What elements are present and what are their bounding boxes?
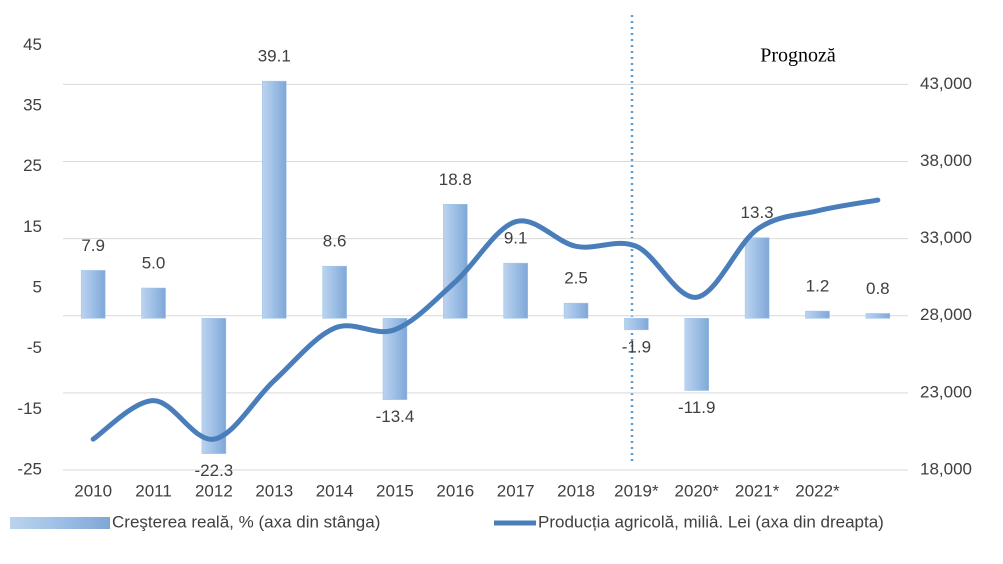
x-tick-label: 2011 xyxy=(135,481,172,500)
data-label: 2.5 xyxy=(564,269,588,288)
bar xyxy=(443,204,468,319)
bar xyxy=(201,318,227,454)
x-tick-label: 2020* xyxy=(675,481,720,500)
bar xyxy=(624,318,649,331)
data-label: 8.6 xyxy=(323,232,347,251)
bar xyxy=(80,270,106,319)
bar xyxy=(684,318,709,391)
x-tick-label: 2013 xyxy=(255,481,293,500)
x-tick-label: 2014 xyxy=(316,481,354,500)
legend-label: Creşterea reală, % (axa din stânga) xyxy=(112,512,380,531)
bar xyxy=(805,310,830,319)
y-tick-label: 45 xyxy=(23,35,42,54)
data-label: 18.8 xyxy=(439,170,472,189)
y-tick-label: -5 xyxy=(27,338,42,357)
bar xyxy=(865,313,891,319)
y-tick-label: 35 xyxy=(23,95,42,114)
legend-swatch xyxy=(10,517,110,529)
y-tick-label: -15 xyxy=(17,399,42,418)
line xyxy=(90,197,881,442)
y-tick-label: 25 xyxy=(23,156,42,175)
y2-tick-label: 23,000 xyxy=(920,382,972,401)
data-label: 13.3 xyxy=(741,203,774,222)
data-label: 1.2 xyxy=(806,277,830,296)
x-tick-label: 2015 xyxy=(376,481,414,500)
data-label: -1.9 xyxy=(622,337,651,356)
y2-tick-label: 38,000 xyxy=(920,151,972,170)
bar xyxy=(563,302,589,319)
y2-tick-label: 18,000 xyxy=(920,459,972,478)
y-tick-label: 15 xyxy=(23,217,42,236)
data-label: -22.3 xyxy=(195,461,234,480)
x-tick-label: 2016 xyxy=(436,481,474,500)
x-tick-label: 2019* xyxy=(614,481,659,500)
bar xyxy=(141,287,166,319)
data-label: -11.9 xyxy=(678,398,716,417)
y-tick-label: -25 xyxy=(17,459,42,478)
bar xyxy=(262,80,287,319)
x-tick-label: 2017 xyxy=(497,481,535,500)
bar xyxy=(322,265,347,319)
annotation: Prognoză xyxy=(760,45,836,67)
x-tick-label: 2022* xyxy=(795,481,840,500)
data-label: 9.1 xyxy=(504,229,528,248)
y2-tick-label: 33,000 xyxy=(920,228,972,247)
y2-tick-label: 28,000 xyxy=(920,305,972,324)
bar xyxy=(744,237,770,319)
x-tick-label: 2010 xyxy=(74,481,112,500)
data-label: 5.0 xyxy=(142,253,166,272)
x-tick-label: 2012 xyxy=(195,481,233,500)
x-tick-label: 2021* xyxy=(735,481,780,500)
x-tick-label: 2018 xyxy=(557,481,595,500)
data-label: 39.1 xyxy=(258,47,291,66)
data-label: -13.4 xyxy=(376,407,415,426)
y-tick-label: 5 xyxy=(33,277,42,296)
data-label: 7.9 xyxy=(81,236,105,255)
legend-label: Producția agricolă, miliâ. Lei (axa din … xyxy=(538,512,884,531)
data-label: 0.8 xyxy=(866,279,890,298)
bar xyxy=(503,262,528,319)
y2-tick-label: 43,000 xyxy=(920,74,972,93)
